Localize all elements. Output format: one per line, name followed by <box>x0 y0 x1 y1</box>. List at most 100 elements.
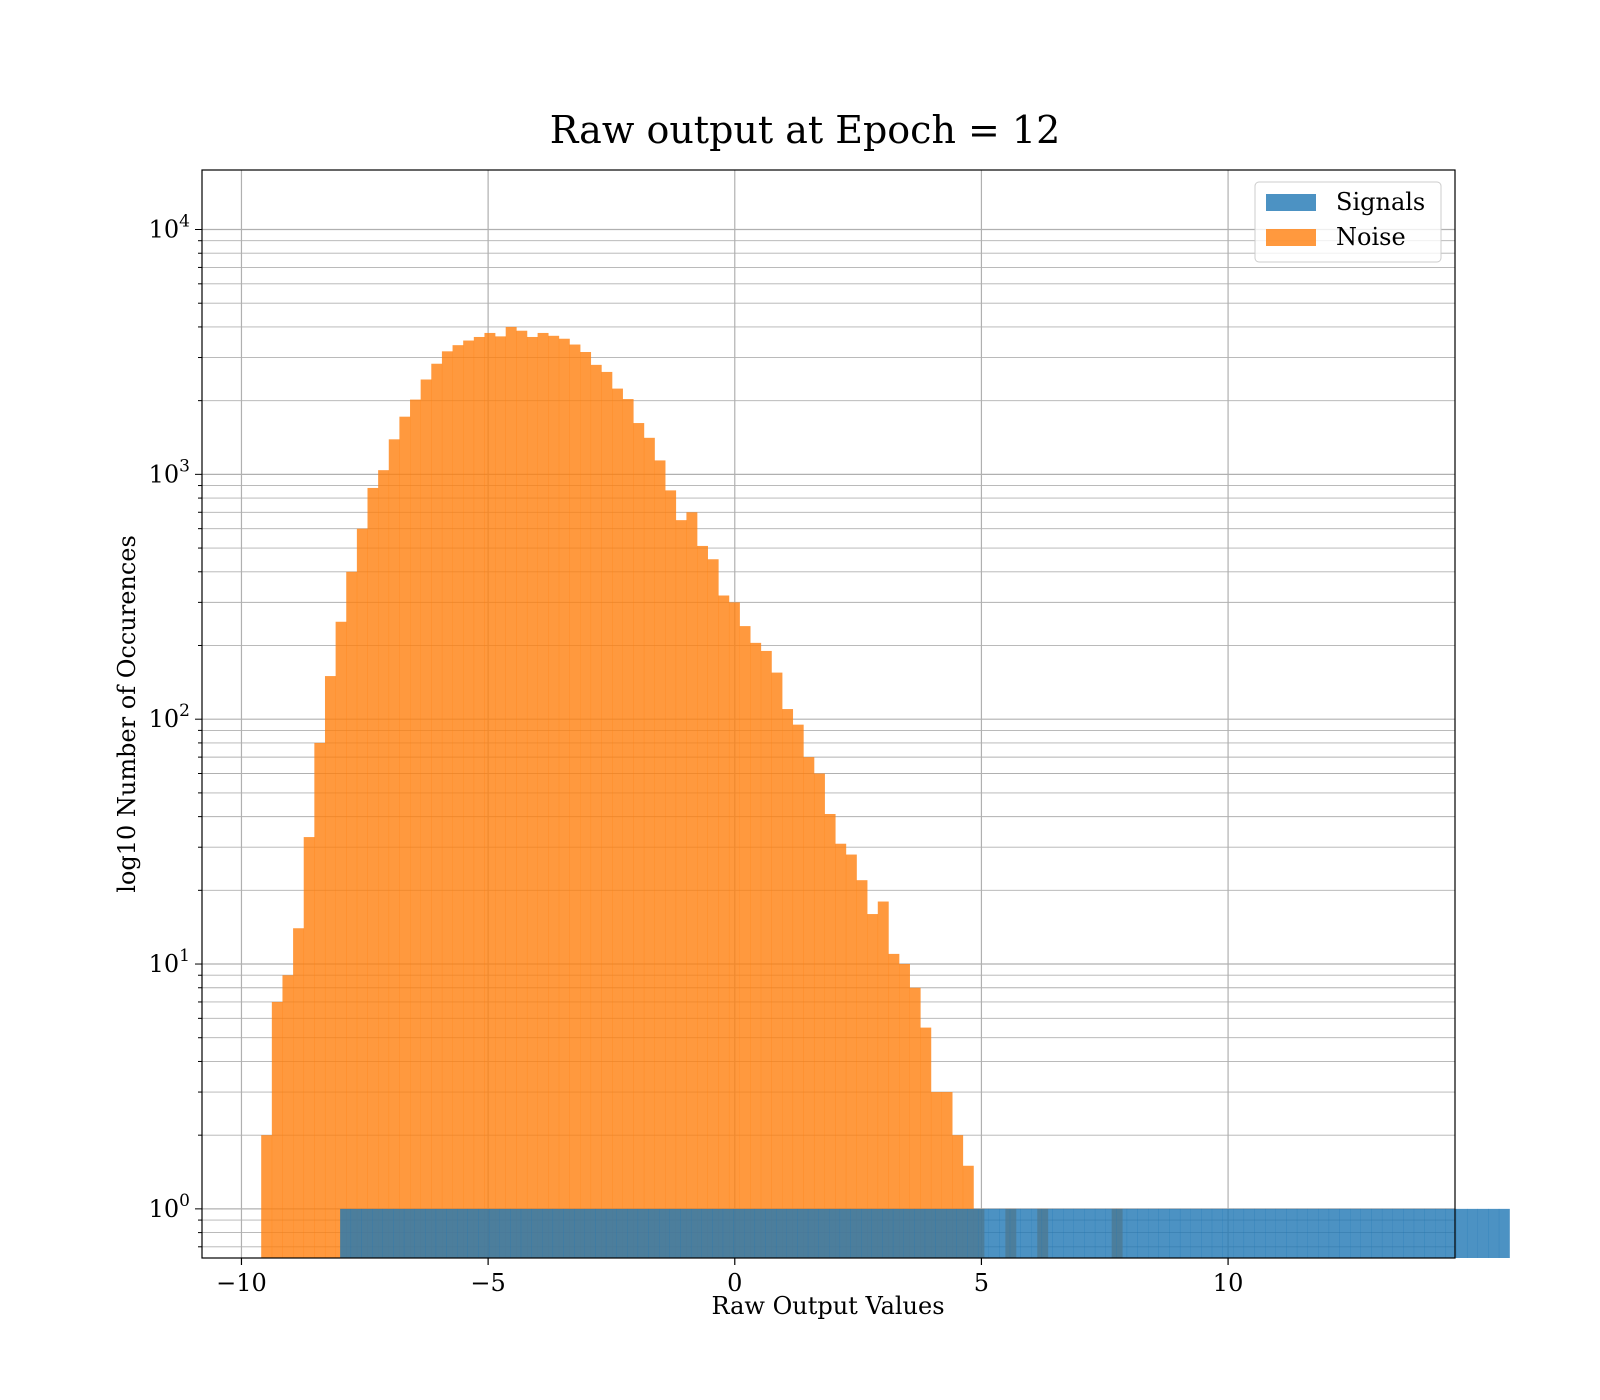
histogram-bar-noise <box>792 724 804 1258</box>
y-tick-label: 102 <box>149 701 190 733</box>
histogram-bar-signals <box>722 1208 734 1258</box>
histogram-bar-signals <box>669 1208 681 1258</box>
y-tick-base: 10 <box>149 950 180 978</box>
series-noise <box>261 326 1123 1259</box>
histogram-bar-noise <box>612 388 623 1258</box>
histogram-bar-signals <box>584 1208 596 1258</box>
histogram-bar-noise <box>856 880 868 1258</box>
histogram-bar-signals <box>1222 1208 1234 1258</box>
histogram-bar-signals <box>1179 1208 1191 1258</box>
histogram-bar-noise <box>877 901 889 1258</box>
histogram-bar-signals <box>1275 1208 1287 1258</box>
histogram-bar-signals <box>1063 1208 1074 1258</box>
histogram-bar-noise <box>845 854 857 1258</box>
x-tick-label: −5 <box>470 1269 505 1297</box>
histogram-bar-signals <box>956 1208 968 1258</box>
histogram-bar-signals <box>1052 1208 1064 1258</box>
y-tick-label: 101 <box>149 946 190 978</box>
histogram-bar-noise <box>771 672 783 1258</box>
histogram-bar-noise <box>495 336 507 1258</box>
histogram-bar-signals <box>1307 1208 1319 1258</box>
histogram-bar-signals <box>935 1208 947 1258</box>
histogram-bar-noise <box>580 352 592 1258</box>
histogram-bar-noise <box>888 953 900 1258</box>
histogram-bar-noise <box>410 399 421 1258</box>
histogram-bar-signals <box>1498 1208 1510 1258</box>
histogram-bar-noise <box>378 470 390 1258</box>
histogram-bar-noise <box>526 336 538 1258</box>
histogram-bar-signals <box>999 1208 1011 1258</box>
histogram-bar-signals <box>818 1208 830 1258</box>
histogram-bar-noise <box>346 571 358 1258</box>
y-tick-base: 10 <box>149 1195 180 1223</box>
y-tick-exponent: 0 <box>179 1191 190 1211</box>
histogram-bar-signals <box>435 1208 447 1258</box>
histogram-bar-signals <box>1233 1208 1245 1258</box>
histogram-bar-signals <box>1403 1208 1415 1258</box>
histogram-bar-signals <box>1318 1208 1330 1258</box>
histogram-bar-noise <box>813 773 825 1258</box>
x-tick-label: 10 <box>1213 1269 1244 1297</box>
histogram-bar-signals <box>659 1208 670 1258</box>
histogram-bar-noise <box>760 650 772 1258</box>
histogram-bar-signals <box>361 1208 373 1258</box>
histogram-bar-noise <box>569 344 581 1258</box>
histogram-bar-signals <box>520 1208 532 1258</box>
histogram-bar-signals <box>542 1208 554 1258</box>
histogram-bar-signals <box>1339 1208 1351 1258</box>
histogram-bar-signals <box>829 1208 841 1258</box>
legend-label-signals: Signals <box>1336 188 1425 216</box>
histogram-bar-signals <box>414 1208 426 1258</box>
histogram-bar-noise <box>452 345 464 1258</box>
histogram-bar-noise <box>558 338 570 1258</box>
legend-swatch-noise <box>1266 229 1316 246</box>
histogram-bar-signals <box>1445 1208 1457 1258</box>
histogram-bar-signals <box>1094 1208 1106 1258</box>
histogram-bar-signals <box>733 1208 745 1258</box>
y-tick-base: 10 <box>149 216 180 244</box>
histogram-bar-signals <box>403 1208 415 1258</box>
histogram-bar-noise <box>654 460 666 1259</box>
histogram-bar-signals <box>563 1208 575 1258</box>
histogram-bar-signals <box>1435 1208 1447 1258</box>
histogram-bar-noise <box>622 399 634 1258</box>
histogram-bar-signals <box>340 1208 352 1258</box>
histogram-bar-noise <box>420 379 432 1258</box>
histogram-bar-noise <box>548 335 560 1258</box>
histogram-bar-signals <box>924 1208 936 1258</box>
histogram-bar-signals <box>1488 1208 1500 1258</box>
histogram-bar-signals <box>478 1208 490 1258</box>
histogram-bar-signals <box>350 1208 362 1258</box>
histogram-bar-signals <box>488 1208 500 1258</box>
histogram-bar-signals <box>1137 1208 1149 1258</box>
histogram-bar-signals <box>765 1208 777 1258</box>
histogram-bar-signals <box>754 1208 766 1258</box>
histogram-bar-noise <box>750 642 762 1258</box>
histogram-bar-signals <box>1243 1208 1255 1258</box>
histogram-bar-noise <box>601 371 613 1258</box>
plot-frame <box>201 169 1456 1259</box>
histogram-bar-noise <box>399 416 411 1258</box>
histogram-bar-signals <box>627 1208 639 1258</box>
histogram-bar-noise <box>952 1135 964 1258</box>
legend-label-noise: Noise <box>1336 223 1406 251</box>
histogram-bar-noise <box>505 326 517 1258</box>
histogram-bar-signals <box>839 1208 851 1258</box>
histogram-bar-signals <box>1158 1208 1170 1258</box>
histogram-bar-noise <box>484 332 496 1258</box>
histogram-bar-signals <box>499 1208 511 1258</box>
histogram-bar-signals <box>712 1208 724 1258</box>
histogram-bar-noise <box>728 602 740 1258</box>
x-axis: −10 −5 0 5 10 <box>216 1258 1243 1297</box>
histogram-bar-noise <box>314 742 326 1258</box>
y-axis-label: log10 Number of Occurences <box>113 535 141 893</box>
histogram-bar-signals <box>1126 1208 1138 1258</box>
histogram-bar-noise <box>367 487 379 1258</box>
histogram-bar-signals <box>1477 1208 1489 1258</box>
x-tick-label: −10 <box>216 1269 267 1297</box>
x-axis-label: Raw Output Values <box>711 1292 944 1320</box>
histogram-bar-signals <box>552 1208 564 1258</box>
y-tick-label: 103 <box>149 456 190 488</box>
histogram-bar-signals <box>1031 1208 1043 1258</box>
